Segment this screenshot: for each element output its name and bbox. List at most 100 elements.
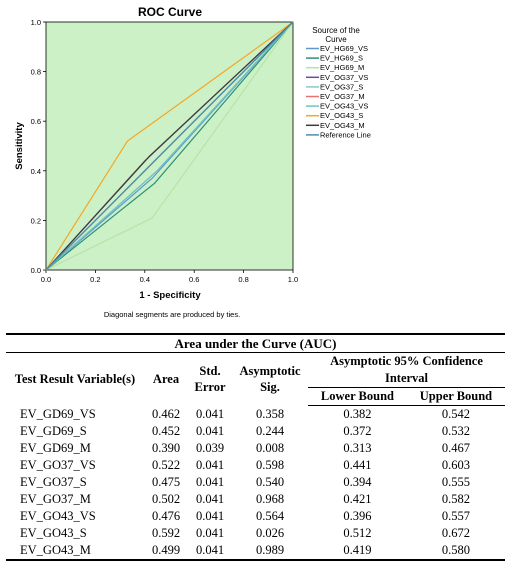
cell-std-error: 0.041	[195, 406, 225, 421]
chart-title: ROC Curve	[138, 5, 202, 19]
cell-upper-bound: 0.532	[441, 424, 471, 438]
table-title: Area under the Curve (AUC)	[6, 333, 505, 353]
y-tick-label: 0.8	[31, 68, 41, 77]
cell-asymptotic-sig: 0.540	[255, 475, 285, 489]
cell-test-variable: EV_GO37_M	[20, 492, 91, 506]
cell-test-variable: EV_GD69_VS	[20, 406, 96, 421]
cell-lower-bound: 0.419	[308, 542, 407, 561]
cell-asymptotic-sig: 0.598	[255, 458, 285, 472]
cell-test-variable: EV_GD69_M	[20, 441, 91, 455]
x-axis-title: 1 - Specificity	[139, 290, 201, 301]
cell-area: 0.499	[144, 542, 188, 561]
series-line-ev-hg69-s	[45, 21, 294, 271]
cell-upper-bound: 0.580	[406, 542, 505, 561]
axis-ticks: 0.0 0.2 0.4 0.6 0.8 1.0 0.0 0.2 0.4 0.6 0.8 1.0	[31, 18, 299, 284]
legend-label: EV_HG69_VS	[320, 44, 368, 53]
y-tick-label: 1.0	[31, 18, 41, 27]
cell-test-variable: EV_GO37_VS	[20, 458, 96, 472]
cell-lower-bound: 0.394	[343, 475, 372, 489]
x-tick-label: 0.8	[238, 275, 248, 284]
cell-asymptotic-sig: 0.026	[255, 526, 285, 540]
header-lower-bound: Lower Bound	[308, 387, 407, 406]
cell-area: 0.452	[151, 424, 181, 438]
cell-asymptotic-sig: 0.989	[232, 542, 308, 561]
x-tick-label: 0.0	[41, 275, 51, 284]
table-row: EV_GD69_M 0.390 0.039 0.008 0.313 0.467	[6, 440, 505, 457]
table-row: EV_GO43_VS 0.476 0.041 0.564 0.396 0.557	[6, 508, 505, 525]
auc-table-body: EV_GD69_VS 0.462 0.041 0.358 0.382 0.542 EV_GD…	[6, 406, 505, 561]
cell-test-variable: EV_GO43_S	[20, 526, 87, 540]
cell-area: 0.476	[151, 509, 181, 523]
series-line-ev-og43-s	[45, 21, 294, 271]
legend-label: EV_OG37_M	[320, 92, 365, 101]
cell-area: 0.502	[151, 492, 181, 506]
cell-std-error: 0.041	[188, 542, 232, 561]
series-line-ev-og43-m	[45, 21, 294, 271]
cell-area: 0.475	[151, 475, 181, 489]
legend-label: EV_HG69_M	[320, 63, 364, 72]
cell-area: 0.592	[151, 526, 181, 540]
auc-table: Area under the Curve (AUC) Test Result V…	[6, 333, 505, 561]
cell-std-error: 0.041	[195, 526, 225, 540]
table-row: EV_GO37_S 0.475 0.041 0.540 0.394 0.555	[6, 474, 505, 491]
series-line-reference-line	[45, 21, 294, 271]
cell-upper-bound: 0.467	[441, 441, 471, 455]
cell-lower-bound: 0.421	[343, 492, 372, 506]
header-asymptotic-sig: Asymptotic Sig.	[239, 364, 301, 395]
series-line-ev-og43-vs	[45, 21, 294, 271]
cell-upper-bound: 0.603	[441, 458, 471, 472]
cell-area: 0.390	[151, 441, 181, 455]
cell-asymptotic-sig: 0.564	[255, 509, 285, 523]
y-tick-label: 0.4	[31, 167, 41, 176]
cell-upper-bound: 0.555	[441, 475, 471, 489]
header-confidence-interval: Asymptotic 95% Confidence Interval	[308, 352, 505, 388]
legend-label: EV_OG43_VS	[320, 102, 368, 111]
cell-upper-bound: 0.557	[441, 509, 471, 523]
table-row: EV_GO37_M 0.502 0.041 0.968 0.421 0.582	[6, 491, 505, 508]
cell-test-variable: EV_GO43_M	[6, 542, 144, 561]
legend-title: Source of the Curve	[312, 26, 360, 44]
cell-test-variable: EV_GO37_S	[20, 475, 87, 489]
chart-footnote: Diagonal segments are produced by ties.	[104, 310, 240, 319]
table-row: EV_GO43_M 0.499 0.041 0.989 0.419 0.580	[6, 542, 505, 561]
cell-asymptotic-sig: 0.008	[255, 441, 285, 455]
cell-test-variable: EV_GD69_S	[20, 424, 87, 438]
y-tick-label: 0.2	[31, 216, 41, 225]
cell-lower-bound: 0.382	[343, 407, 372, 421]
cell-asymptotic-sig: 0.244	[255, 424, 285, 438]
cell-std-error: 0.039	[195, 441, 225, 455]
header-std-error: Std. Error	[194, 364, 226, 395]
y-axis-title: Sensitivity	[14, 122, 25, 170]
cell-lower-bound: 0.372	[343, 424, 372, 438]
cell-area: 0.462	[151, 406, 181, 421]
cell-upper-bound: 0.582	[441, 492, 471, 506]
auc-table-container: Area under the Curve (AUC) Test Result V…	[6, 333, 505, 561]
cell-std-error: 0.041	[195, 458, 225, 472]
cell-lower-bound: 0.313	[343, 441, 372, 455]
table-row: EV_GD69_S 0.452 0.041 0.244 0.372 0.532	[6, 423, 505, 440]
header-upper-bound: Upper Bound	[406, 387, 505, 406]
table-row: EV_GD69_VS 0.462 0.041 0.358 0.382 0.542	[6, 406, 505, 424]
series-line-ev-hg69-m	[45, 21, 294, 271]
legend-label: Reference Line	[320, 130, 371, 139]
cell-std-error: 0.041	[195, 492, 225, 506]
cell-lower-bound: 0.512	[343, 526, 372, 540]
y-tick-label: 0.0	[31, 266, 41, 275]
legend: Source of the Curve EV_HG69_VSEV_HG69_SEV…	[306, 26, 371, 139]
cell-upper-bound: 0.672	[441, 526, 471, 540]
table-row: EV_GO37_VS 0.522 0.041 0.598 0.441 0.603	[6, 457, 505, 474]
cell-asymptotic-sig: 0.968	[255, 492, 285, 506]
cell-upper-bound: 0.542	[441, 407, 471, 421]
header-test-variable: Test Result Variable(s)	[14, 372, 136, 387]
table-row: EV_GO43_S 0.592 0.041 0.026 0.512 0.672	[6, 525, 505, 542]
cell-lower-bound: 0.441	[343, 458, 372, 472]
legend-label: EV_OG37_S	[320, 82, 363, 91]
legend-label: EV_OG37_VS	[320, 73, 368, 82]
cell-area: 0.522	[151, 458, 181, 472]
y-tick-label: 0.6	[31, 117, 41, 126]
x-tick-label: 0.4	[140, 275, 150, 284]
cell-test-variable: EV_GO43_VS	[20, 509, 96, 523]
x-tick-label: 0.6	[189, 275, 199, 284]
roc-chart-svg: ROC Curve 0.0 0.2 0.4 0.6 0.8 1.0 0.0 0.2 0.4 0.6…	[14, 5, 371, 319]
legend-label: EV_OG43_M	[320, 121, 365, 130]
